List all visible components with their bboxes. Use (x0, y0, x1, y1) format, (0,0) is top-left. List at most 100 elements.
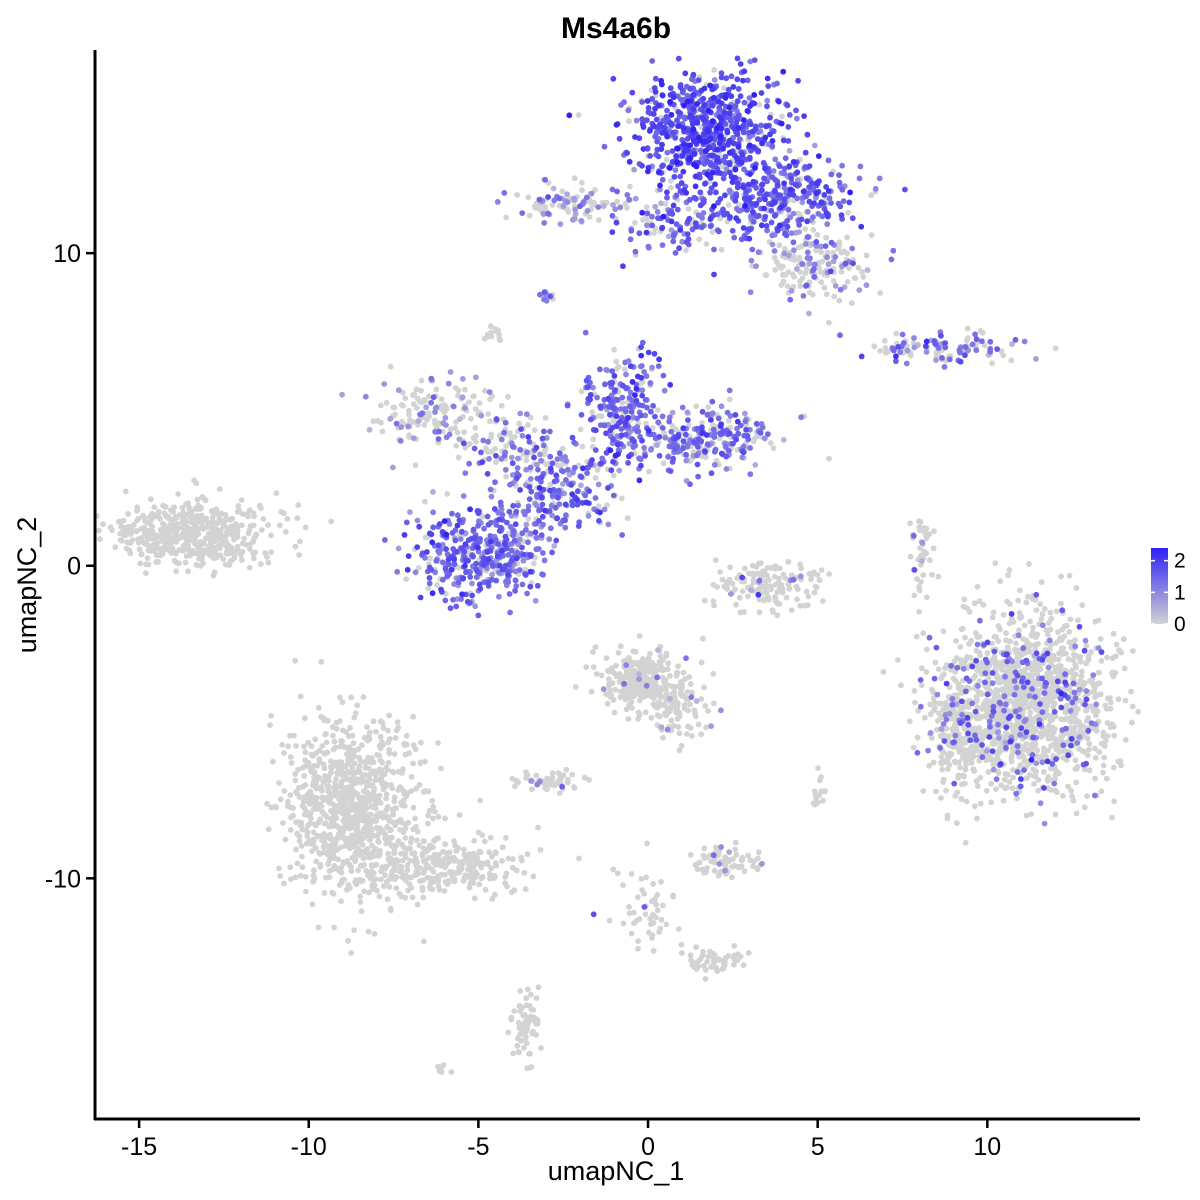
cell-point (258, 561, 264, 568)
cell-point (311, 867, 317, 874)
cell-point (1026, 561, 1032, 567)
cell-point-expressing (564, 191, 570, 198)
cell-point (461, 851, 468, 858)
cell-point (200, 560, 207, 567)
cell-point (1040, 769, 1047, 775)
cell-point-expressing (788, 288, 795, 294)
cell-point (489, 896, 496, 902)
cell-point (607, 687, 613, 694)
cell-point (814, 232, 821, 238)
cell-point (783, 594, 790, 601)
cell-point-expressing (1026, 692, 1033, 699)
cell-point (844, 250, 850, 257)
cell-point (1038, 579, 1045, 585)
cell-point (149, 523, 156, 530)
cell-point (635, 945, 641, 952)
cell-point (1098, 658, 1105, 664)
cell-point (200, 525, 207, 532)
cell-point (723, 582, 730, 589)
cell-point (806, 570, 813, 577)
cell-point (576, 855, 582, 862)
cell-point (393, 727, 400, 734)
cell-point (239, 557, 245, 563)
cell-point (749, 570, 756, 577)
cell-point (989, 640, 995, 647)
cell-point (423, 864, 430, 871)
cell-point (185, 568, 192, 575)
cell-point (154, 534, 160, 541)
cell-point (619, 400, 626, 406)
cell-point (387, 363, 394, 370)
cell-point (992, 560, 999, 567)
cell-point (1013, 640, 1019, 647)
cell-point (201, 540, 207, 547)
cell-point (913, 633, 920, 640)
cell-point (412, 746, 419, 752)
cell-point (220, 556, 227, 562)
cell-point (995, 679, 1002, 686)
cell-point (420, 894, 427, 901)
cell-point (547, 782, 554, 788)
cell-point (1063, 757, 1070, 763)
cell-point (144, 531, 151, 537)
cell-point (598, 413, 605, 420)
cell-point (403, 741, 410, 748)
cell-point (373, 728, 379, 735)
cell-point (1129, 703, 1136, 710)
cell-point (991, 694, 998, 701)
cell-point (402, 835, 409, 841)
cell-point (323, 776, 329, 783)
cell-point (241, 535, 248, 542)
cell-point (1135, 708, 1142, 715)
cell-point (295, 502, 302, 508)
cell-point (1048, 615, 1055, 622)
cell-point (1068, 787, 1074, 794)
cell-point (400, 402, 406, 409)
cell-point-expressing (652, 203, 659, 210)
cell-point (508, 1016, 515, 1023)
cell-point (414, 901, 421, 908)
cell-point (964, 654, 970, 660)
cell-point (1010, 774, 1016, 781)
cell-point (569, 771, 576, 778)
cell-point (287, 827, 294, 833)
cell-point (635, 938, 642, 944)
cell-point (441, 864, 448, 871)
cell-point (413, 823, 419, 830)
cell-point (298, 819, 305, 826)
cell-point (620, 882, 626, 888)
cell-point (279, 741, 286, 748)
cell-point (302, 524, 309, 531)
cell-point (774, 589, 781, 595)
cell-point (356, 876, 363, 883)
cell-point (732, 846, 739, 853)
cell-point (420, 788, 427, 795)
cell-point (307, 766, 314, 772)
cell-point (1060, 792, 1066, 799)
cell-point (180, 547, 187, 554)
cell-point (383, 795, 389, 802)
cell-point (772, 598, 779, 605)
cell-point (533, 995, 540, 1001)
cell-point (959, 735, 966, 742)
cell-point (471, 895, 478, 902)
cell-point-expressing (1076, 686, 1083, 693)
cell-point (1111, 798, 1117, 805)
cell-point (914, 734, 921, 741)
cell-point (239, 540, 246, 547)
cell-point (1105, 695, 1111, 702)
cell-point (1107, 705, 1114, 712)
cell-point (729, 863, 736, 870)
cell-point (595, 503, 602, 510)
cell-point (786, 585, 793, 592)
cell-point (619, 495, 625, 502)
cell-point (1081, 804, 1088, 811)
cell-point (1116, 647, 1122, 653)
cell-point (383, 878, 390, 885)
cell-point (351, 927, 357, 933)
cell-point (962, 634, 968, 641)
cell-point (487, 834, 494, 841)
cell-point (280, 510, 287, 517)
cell-point (785, 269, 792, 275)
cell-point (1025, 673, 1032, 679)
